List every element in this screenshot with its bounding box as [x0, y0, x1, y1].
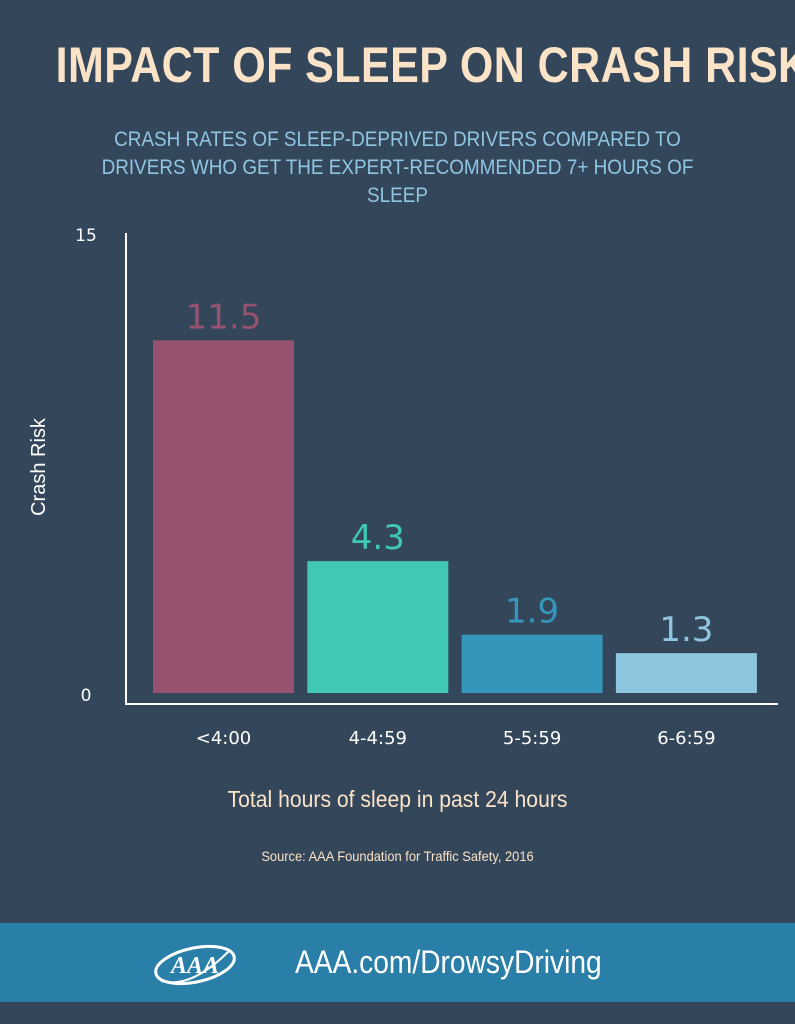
x-tick-label: <4:00: [196, 728, 252, 749]
bar-3: [461, 634, 603, 693]
logo-text: AAA: [169, 953, 219, 979]
bar-1: [153, 340, 294, 693]
source-note: Source: AAA Foundation for Traffic Safet…: [261, 848, 534, 864]
bar-value-label: 1.9: [505, 592, 559, 632]
chart-subtitle: CRASH RATES OF SLEEP-DEPRIVED DRIVERS CO…: [101, 128, 694, 207]
bar-4: [615, 653, 757, 693]
bar-value-label: 11.5: [186, 297, 262, 337]
x-axis-label: Total hours of sleep in past 24 hours: [227, 786, 568, 812]
x-tick-label: 4-4:59: [349, 728, 407, 749]
bar-value-label: 1.3: [659, 610, 713, 650]
x-tick-label: 5-5:59: [503, 728, 561, 749]
y-axis-label: Crash Risk: [28, 417, 50, 516]
x-tick-label: 6-6:59: [657, 728, 715, 749]
bar-value-label: 4.3: [351, 518, 405, 558]
bar-chart: 0 15 Crash Risk 11.5 <4:00 4.3 4-4:59 1.9 5-5:59…: [28, 226, 778, 749]
bar-2: [307, 561, 449, 693]
y-tick-label: 15: [75, 226, 97, 246]
page-title: IMPACT OF SLEEP ON CRASH RISK: [55, 37, 795, 93]
footer-banner: AAA AAA.com/DrowsyDriving: [0, 923, 795, 1002]
aaa-logo-icon: AAA: [154, 944, 237, 985]
drowsy-driving-link[interactable]: AAA.com/DrowsyDriving: [295, 944, 602, 980]
y-tick-label: 0: [81, 686, 92, 706]
